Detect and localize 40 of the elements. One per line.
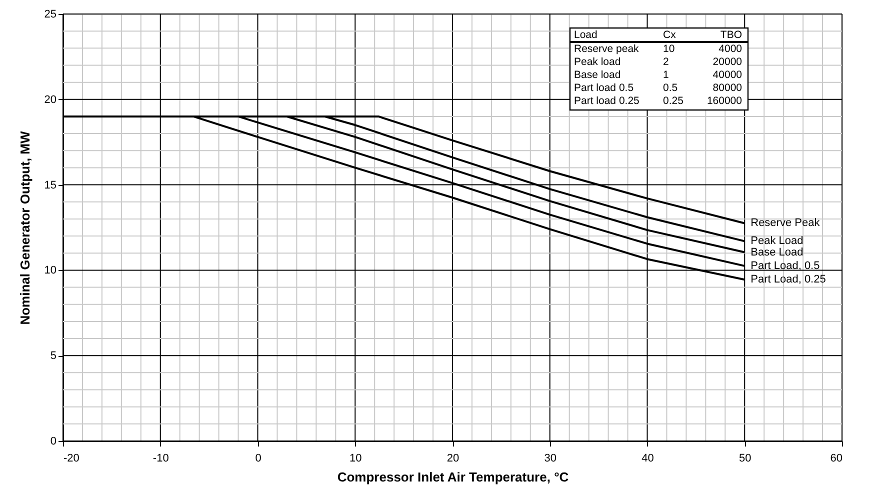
y-tick-label: 5 — [50, 350, 56, 362]
x-tick-label: 0 — [255, 452, 262, 464]
x-axis-title: Compressor Inlet Air Temperature, °C — [337, 470, 570, 484]
annotation: Part load 0.25 — [574, 95, 640, 107]
annotation: 20000 — [712, 56, 742, 68]
annotation: Cx — [663, 29, 677, 41]
annotation: Load — [574, 29, 598, 41]
y-tick-label: 0 — [50, 436, 56, 448]
annotation: 0.5 — [663, 82, 678, 94]
annotation: Part load 0.5 — [574, 82, 634, 94]
y-tick-label: 10 — [44, 264, 56, 277]
annotation: 80000 — [712, 82, 742, 94]
annotation: TBO — [720, 29, 742, 41]
x-tick-label: 50 — [739, 452, 752, 464]
x-tick-label: 10 — [350, 452, 362, 464]
y-tick-label: 20 — [44, 94, 56, 106]
annotation: 0.25 — [663, 95, 684, 107]
annotation: 1 — [663, 69, 669, 81]
annotation: Peak load — [574, 56, 621, 68]
annotation: Base load — [574, 69, 621, 81]
x-tick-label: 40 — [642, 452, 654, 464]
x-tick-label: 60 — [830, 452, 842, 464]
x-tick-label: 30 — [544, 452, 556, 464]
x-tick-label: -10 — [152, 452, 169, 464]
annotation: 40000 — [712, 69, 742, 81]
annotation: 4000 — [718, 43, 742, 55]
y-tick-label: 25 — [44, 8, 56, 20]
y-tick-label: 15 — [44, 179, 56, 192]
series-label: Reserve Peak — [750, 217, 820, 230]
x-tick-label: 20 — [446, 452, 460, 464]
annotation: 10 — [663, 43, 675, 55]
annotation: 2 — [663, 56, 669, 68]
series-label: Part Load, 0.25 — [750, 274, 826, 286]
series-label: Peak Load — [750, 235, 804, 248]
annotation: 160000 — [706, 95, 742, 107]
series-label: Part Load, 0.5 — [750, 260, 820, 272]
x-tick-label: -20 — [64, 452, 80, 464]
y-axis-title: Nominal Generator Output, MW — [17, 130, 32, 325]
annotation: Reserve peak — [574, 43, 640, 55]
series-label: Base Load — [750, 246, 804, 258]
